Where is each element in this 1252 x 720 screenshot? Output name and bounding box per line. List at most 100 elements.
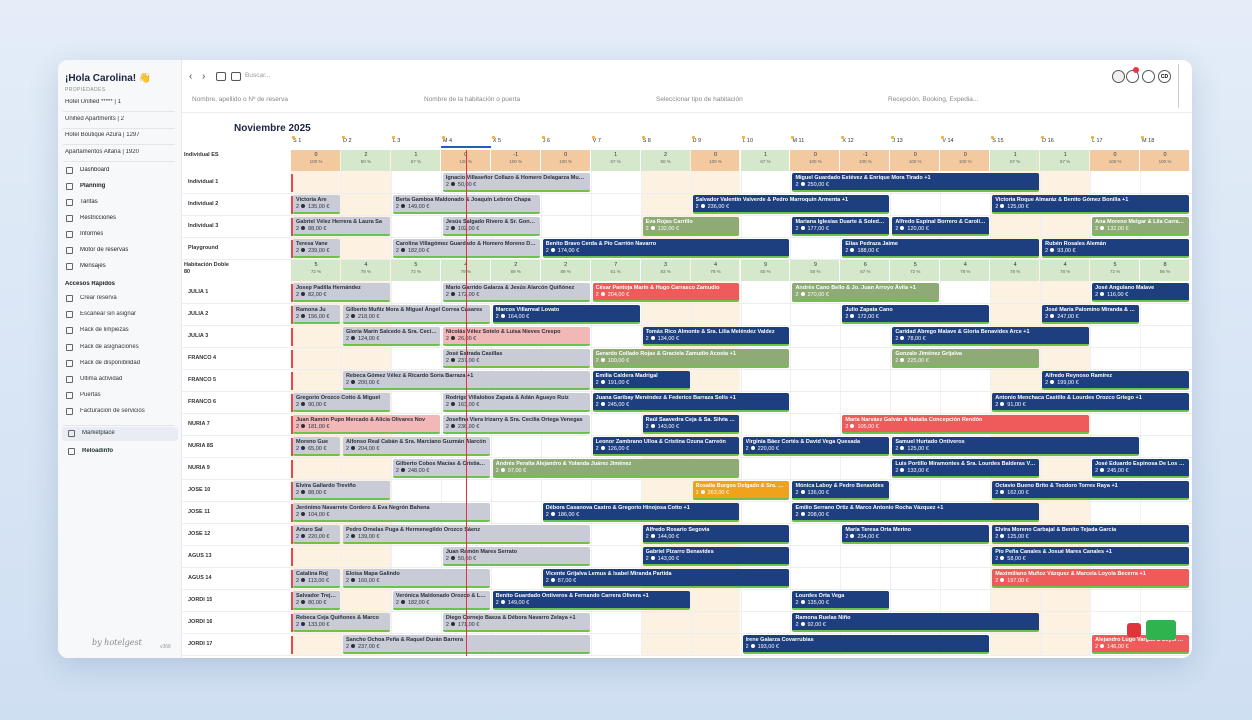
booking[interactable]: Pío Peña Canales & Josué Mares Canales +… [992, 547, 1189, 566]
filter[interactable]: Nombre, apellido o Nº de reserva [192, 96, 288, 103]
booking[interactable]: Gloria Marín Salcedo & Sra. Cecilia 2 124,… [342, 327, 440, 346]
booking[interactable]: Victoria Roque Almaráz & Benito Gómez Bo… [992, 195, 1189, 214]
add-button[interactable] [1146, 620, 1176, 640]
booking[interactable]: Luis Portillo Miramontes & Sra. Lourdes … [892, 459, 1040, 478]
booking[interactable]: José Eduardo Espinosa De Los Monte 2 245,0… [1092, 459, 1189, 478]
menu-item[interactable]: Planning [80, 183, 106, 189]
booking[interactable]: Elvira Moreno Carbajal & Benito Tejada G… [992, 525, 1189, 544]
booking[interactable]: Eva Rojas Carrillo 2 132,00 € [642, 217, 740, 236]
booking[interactable]: Benito Guardado Ontiveros & Fernando Car… [492, 591, 690, 610]
booking[interactable]: Emilio Serrano Ortiz & Marco Antonio Roc… [792, 503, 1040, 522]
menu-item[interactable]: Tarifas [80, 199, 98, 205]
booking[interactable]: Gregorio Orozco Cotto & Miguel 2 90,00 € [293, 393, 390, 412]
booking[interactable]: Ignacio Villaseñor Collazo & Homero Dela… [442, 173, 590, 192]
booking[interactable]: José María Palomino Miranda & María 2 247,… [1042, 305, 1140, 324]
toolbar-button[interactable] [1126, 70, 1139, 83]
booking[interactable]: María Teresa Orta Merino 2 234,00 € [842, 525, 990, 544]
booking[interactable]: Gabriel Pizarro Benavides 2 143,00 € [642, 547, 790, 566]
booking[interactable]: Ana Moreno Melgar & Lila Carranza Varg2 1… [1092, 217, 1189, 236]
booking[interactable]: Benito Bravo Cerda & Pío Carrión Navarro… [542, 239, 790, 258]
filter[interactable]: Recepción, Booking, Expedia... [888, 96, 979, 103]
booking[interactable]: Gilberto Muñiz Mora & Miguel Ángel Corre… [342, 305, 490, 324]
booking[interactable]: Juana Garibay Menéndez & Federico Barraz… [592, 393, 790, 412]
booking[interactable]: Mariana Iglesias Duarte & Soledad Le 2 177… [792, 217, 890, 236]
booking[interactable]: Marcos Villarreal Lovato 2 164,00 € [492, 305, 640, 324]
booking[interactable]: Juan Ramón Pupo Mercado & Alicia Olivare… [293, 415, 440, 434]
booking[interactable]: Juan Ramón Mares Serrato 2 50,00 € [442, 547, 590, 566]
booking[interactable]: Diego Cornejo Baeza & Débora Navarro Zel… [442, 613, 590, 632]
menu-item[interactable]: Informes [80, 231, 104, 237]
booking[interactable]: María Narváez Galván & Natalia Concepció… [842, 415, 1090, 434]
booking[interactable]: Raúl Saavedra Ceja & Sa. Silvia Linares2… [642, 415, 740, 434]
booking[interactable]: Rubén Rosales Alemán 2 93,00 € [1042, 239, 1189, 258]
booking[interactable]: Nicolás Vélez Sotelo & Luisa Nieves Cres… [442, 327, 590, 346]
quick-link[interactable]: Última actividad [80, 376, 123, 382]
booking[interactable]: Moreno Gue 2 65,00 € [293, 437, 340, 456]
booking[interactable]: Verónica Maldonado Orozco & Luis 2 182,00 … [392, 591, 490, 610]
booking[interactable]: Eloisa Mapa Galindo 2 160,00 € [342, 569, 490, 588]
toolbar-button[interactable] [1142, 70, 1155, 83]
booking[interactable]: Victoria Are 2 135,00 € [293, 195, 340, 214]
booking[interactable]: Leonor Zambrano Ulloa & Cristina Ozuna C… [592, 437, 740, 456]
property[interactable]: Hotel Boutique Azura | 1297 [65, 132, 140, 138]
booking[interactable]: Josefina Viera Irizarry & Sra. Cecilia O… [442, 415, 590, 434]
booking[interactable]: Arturo Sal 2 220,00 € [293, 525, 340, 544]
booking[interactable]: Rosalía Burgos Delgado & Sra. Lilia To22… [692, 481, 790, 500]
booking[interactable]: Octavio Bueno Brito & Teodoro Torres Ray… [992, 481, 1189, 500]
booking[interactable]: Andrés Cano Bello & Jo. Juan Arroyo Ávil… [792, 283, 940, 302]
filter[interactable]: Seleccionar tipo de habitación [656, 96, 743, 103]
booking[interactable]: Gonzalo Jiménez Grijalva 2 225,00 € [892, 349, 1040, 368]
booking[interactable]: Caridad Abrego Malave & Gloria Benavides… [892, 327, 1090, 346]
booking[interactable]: Maximiliano Muñoz Vázquez & Marcela Loyo… [992, 569, 1189, 588]
booking[interactable]: Gabriel Vélez Herrera & Laura Sa 2 88,00 € [293, 217, 390, 236]
nav-back[interactable]: ‹ [189, 71, 193, 82]
quick-link[interactable]: Crear reserva [80, 295, 117, 301]
booking[interactable]: Elías Pedraza Jaime 2 188,00 € [842, 239, 1040, 258]
filter[interactable]: Nombre de la habitación o puerta [424, 96, 521, 103]
marketplace[interactable]: Marketplace [82, 430, 115, 436]
booking[interactable]: Salvador Trejo Muñiz & Rebeca2 80,00 € [293, 591, 340, 610]
booking[interactable]: Débora Casanova Castro & Gregorio Hinojo… [542, 503, 740, 522]
booking[interactable]: Miguel Guardado Estévez & Enrique Mora T… [792, 173, 1040, 192]
property[interactable]: Unified Apartments | 2 [65, 115, 124, 122]
booking[interactable]: Lourdes Orta Vega 2 135,00 € [792, 591, 890, 610]
booking[interactable]: Rebeca Ceja Quiñones & Marco 2 133,00 € [293, 613, 390, 632]
booking[interactable]: Teresa Vane 2 239,00 € [293, 239, 340, 258]
property[interactable]: Apartamentos Altaria | 1920 [65, 148, 139, 155]
booking[interactable]: Alfonso Real Cabán & Sra. Marciano Guzmá… [342, 437, 490, 456]
reload[interactable]: Reloadinfo [82, 448, 113, 454]
booking[interactable]: Gerardo Collado Rojas & Graciela Zamudio… [592, 349, 790, 368]
booking[interactable]: Andrés Peralta Alejandro & Yolanda Juáre… [492, 459, 740, 478]
booking[interactable]: Tomás Rico Almonte & Sra. Lilia Meléndez… [642, 327, 790, 346]
booking[interactable]: Samuel Hurtado Ontiveros 2 125,00 € [892, 437, 1140, 456]
booking[interactable]: Josep Padilla Hernández 2 82,00 € [293, 283, 390, 302]
quick-link[interactable]: Rack de limpiezas [80, 327, 129, 334]
quick-link[interactable]: Escanear sin asignar [80, 311, 137, 318]
menu-item[interactable]: Dashboard [80, 167, 110, 173]
booking[interactable]: Alfredo Rosario Segovia 2 144,00 € [642, 525, 790, 544]
quick-link[interactable]: Rack de asignaciones [80, 343, 139, 350]
calendar-btn[interactable] [231, 72, 241, 81]
booking[interactable]: Mónica Laboy & Pedro Benavides 2 136,00 € [792, 481, 890, 500]
booking[interactable]: Alfredo Reynoso Ramírez 2 199,00 € [1042, 371, 1189, 390]
quick-link[interactable]: Puertas [80, 392, 101, 399]
booking[interactable]: Ramona Ruelas Niño 2 92,00 € [792, 613, 1040, 632]
search[interactable]: Buscar... [245, 72, 271, 79]
booking[interactable]: Ramona Ju 2 156,00 € [293, 305, 340, 324]
menu-item[interactable]: Mensajes [80, 263, 106, 269]
booking[interactable]: Vicente Grijalva Lemus & Isabel Miranda … [542, 569, 790, 588]
booking[interactable]: Salvador Valentín Valverde & Pedro Marro… [692, 195, 890, 214]
booking[interactable]: César Pantoja Marín & Hugo Carrasco Zamu… [592, 283, 740, 302]
booking[interactable]: Jesús Salgado Rivero & Sr. Gonzalo Sa2 10… [442, 217, 540, 236]
property[interactable]: Hotel Unified ***** | 1 [65, 99, 121, 105]
booking[interactable]: Catalina Roj 2 113,00 € [293, 569, 340, 588]
nav-forward[interactable]: › [202, 71, 206, 82]
menu-item[interactable]: Restricciones [80, 215, 117, 221]
booking[interactable]: Mario Garrido Galarza & Jesús Alarcón Qu… [442, 283, 590, 302]
booking[interactable]: Rodrigo Villalobos Zapata & Adán Aguayo … [442, 393, 590, 412]
booking[interactable]: Antonio Menchaca Castillo & Lourdes Oroz… [992, 393, 1189, 412]
booking[interactable]: Elvira Gallardo Treviño 2 88,00 € [293, 481, 390, 500]
menu-item[interactable]: Motor de reservas [80, 247, 129, 253]
booking[interactable]: Emilia Caldera Madrigal 2 191,00 € [592, 371, 690, 390]
delete-button[interactable] [1127, 623, 1141, 637]
